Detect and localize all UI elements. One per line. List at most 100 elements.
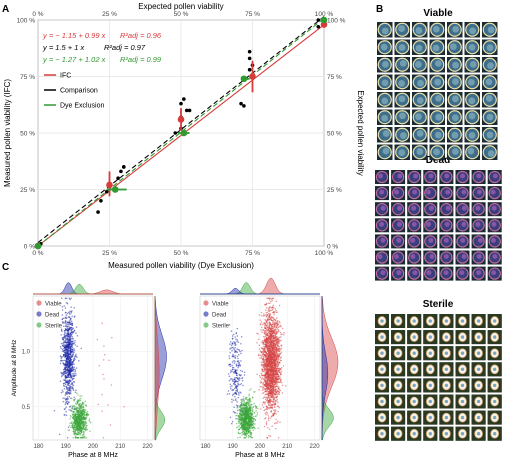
scatter-dot-viable (280, 332, 282, 334)
scatter-dot-dead (71, 332, 73, 334)
scatter-dot-viable (264, 341, 266, 343)
scatter-dot-viable (262, 404, 264, 406)
scatter-dot-viable (272, 374, 274, 376)
scatter-dot-viable (260, 382, 262, 384)
scatter-dot-viable (279, 322, 281, 324)
scatter-dot-viable (267, 323, 269, 325)
scatter-dot-sterile (245, 403, 247, 405)
scatter-dot-viable (265, 322, 267, 324)
scatter-dot-sterile (81, 395, 83, 397)
scatter-dot-viable (276, 394, 278, 396)
scatter-dot-viable (269, 388, 271, 390)
y-tick-label: 25 % (20, 187, 35, 194)
scatter-dot-dead (72, 354, 74, 356)
scatter-dot-viable (275, 310, 277, 312)
scatter-dot-viable (256, 342, 258, 344)
scatter-dot-sterile (236, 423, 238, 425)
scatter-dot-sterile (84, 436, 86, 438)
scatter-dot-viable (271, 384, 273, 386)
scatter-dot-dead (67, 334, 69, 336)
scatter-dot-sterile (238, 429, 240, 431)
scatter-dot-viable (267, 384, 269, 386)
scatter-dot-dead (69, 343, 71, 345)
scatter-dot-sterile (252, 397, 254, 399)
scatter-dot-viable (279, 371, 281, 373)
scatter-dot-viable (263, 410, 265, 412)
legend-label-sterile: Sterile (45, 324, 63, 330)
scatter-dot-sterile (256, 407, 258, 409)
scatter-dot-viable (269, 370, 271, 372)
scatter-dot-dead (70, 341, 72, 343)
scatter-dot-viable (276, 361, 278, 363)
scatter-dot-dead (234, 412, 236, 414)
scatter-dot-viable (272, 391, 274, 393)
scatter-dot-dead (62, 343, 64, 345)
scatter-dot-viable (268, 340, 270, 342)
scatter-dot-sterile (243, 429, 245, 431)
scatter-dot-viable (268, 327, 270, 329)
scatter-dot-dead (63, 325, 65, 327)
scatter-dot-viable (275, 359, 277, 361)
scatter-dot-sterile (75, 403, 77, 405)
scatter-dot-viable (98, 404, 100, 406)
scatter-dot-sterile (246, 409, 248, 411)
scatter-dot-viable (275, 336, 277, 338)
scatter-dot-dead (244, 374, 246, 376)
scatter-dot-dead (67, 322, 69, 324)
scatter-dot-sterile (85, 401, 87, 403)
scatter-dot-sterile (71, 410, 73, 412)
scatter-dot-viable (272, 326, 274, 328)
scatter-dot-sterile (246, 431, 248, 433)
scatter-dot-dead (71, 370, 73, 372)
scatter-dot-sterile (67, 429, 69, 431)
x-tick-label: 25 % (102, 250, 117, 257)
scatter-dot-sterile (251, 414, 253, 416)
scatter-dot-sterile (71, 422, 73, 424)
scatter-dot-dead (65, 383, 67, 385)
scatter-dot-dead (63, 401, 65, 403)
legend-label-dead: Dead (45, 313, 59, 319)
scatter-dot-viable (263, 401, 265, 403)
scatter-dot-sterile (70, 416, 72, 418)
scatter-dot-dead (229, 376, 231, 378)
scatter-dot-viable (268, 401, 270, 403)
scatter-dot-viable (267, 350, 269, 352)
scatter-dot-viable (281, 352, 283, 354)
black-point (248, 50, 252, 54)
scatter-dot-sterile (253, 391, 255, 393)
scatter-dot-dead (78, 360, 80, 362)
scatter-dot-viable (276, 383, 278, 385)
scatter-dot-dead (72, 387, 74, 389)
scatter-dot-viable (268, 379, 270, 381)
scatter-dot-dead (67, 437, 69, 439)
scatter-dot-viable (274, 398, 276, 400)
scatter-dot-sterile (80, 400, 82, 402)
x-tick-label: 190 (61, 444, 72, 450)
scatter-dot-viable (277, 349, 279, 351)
scatter-dot-viable (271, 367, 273, 369)
scatter-dot-sterile (75, 437, 77, 439)
scatter-dot-sterile (86, 412, 88, 414)
scatter-dot-viable (269, 368, 271, 370)
scatter-dot-sterile (84, 414, 86, 416)
scatter-dot-viable (277, 364, 279, 366)
scatter-dot-viable (276, 396, 278, 398)
scatter-dot-dead (231, 385, 233, 387)
scatter-dot-dead (238, 341, 240, 343)
scatter-dot-dead (70, 391, 72, 393)
scatter-dot-viable (269, 355, 271, 357)
scatter-dot-dead (60, 355, 62, 357)
scatter-dot-sterile (72, 417, 74, 419)
black-point (96, 210, 100, 214)
scatter-dot-sterile (249, 420, 251, 422)
scatter-dot-dead (65, 355, 67, 357)
scatter-dot-sterile (255, 415, 257, 417)
scatter-dot-dead (244, 372, 246, 374)
scatter-dot-dead (70, 330, 72, 332)
scatter-dot-viable (260, 329, 262, 331)
scatter-dot-dead (240, 405, 242, 407)
scatter-dot-dead (76, 367, 78, 369)
scatter-dot-dead (75, 354, 77, 356)
scatter-dot-dead (65, 323, 67, 325)
scatter-dot-viable (269, 399, 271, 401)
